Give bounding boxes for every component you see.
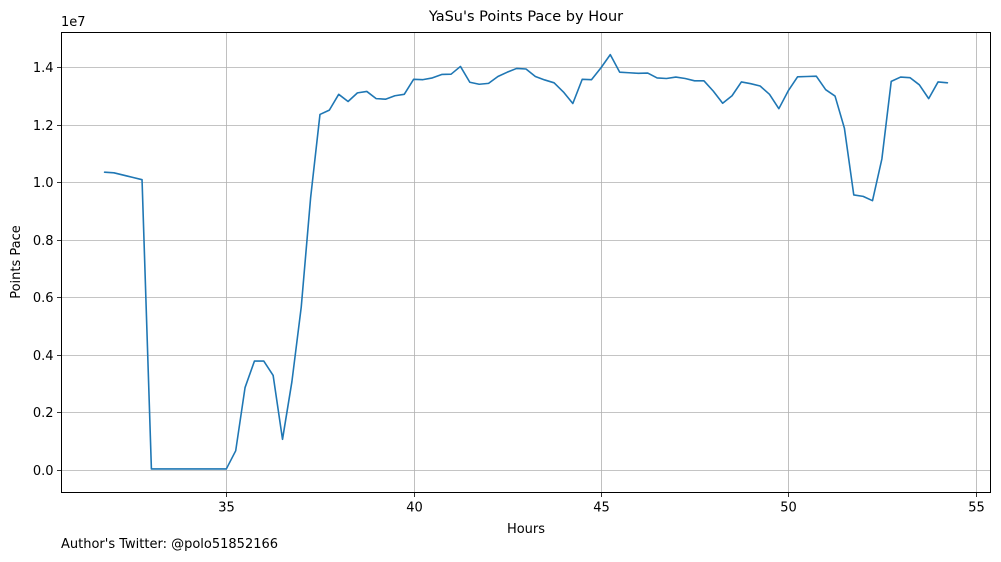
x-tick-label: 45: [593, 501, 610, 516]
y-tick-label: 1.0: [33, 176, 54, 191]
x-tick-label: 50: [780, 501, 797, 516]
series-line: [103, 53, 949, 470]
x-axis-label: Hours: [507, 522, 545, 537]
y-tick-label: 0.8: [33, 234, 54, 249]
y-scale-offset-label: 1e7: [61, 15, 86, 30]
x-tick-label: 40: [406, 501, 423, 516]
chart-title: YaSu's Points Pace by Hour: [428, 9, 623, 25]
y-tick-label: 0.0: [33, 464, 54, 479]
x-tick-label: 55: [968, 501, 985, 516]
author-credit: Author's Twitter: @polo51852166: [61, 537, 279, 552]
y-tick-label: 0.2: [33, 406, 54, 421]
y-tick-label: 1.4: [33, 61, 54, 76]
axis-ticks: 35 40 45 50 55 0.0 0.2 0.4 0.6 0.8 1.0 1.2 1.4: [33, 61, 985, 516]
y-axis-label: Points Pace: [9, 225, 24, 299]
y-tick-label: 0.6: [33, 291, 54, 306]
x-tick-label: 35: [218, 501, 235, 516]
grid-lines: [61, 32, 991, 493]
axes-frame: [61, 32, 991, 493]
y-tick-label: 0.4: [33, 349, 54, 364]
y-tick-label: 1.2: [33, 119, 54, 134]
